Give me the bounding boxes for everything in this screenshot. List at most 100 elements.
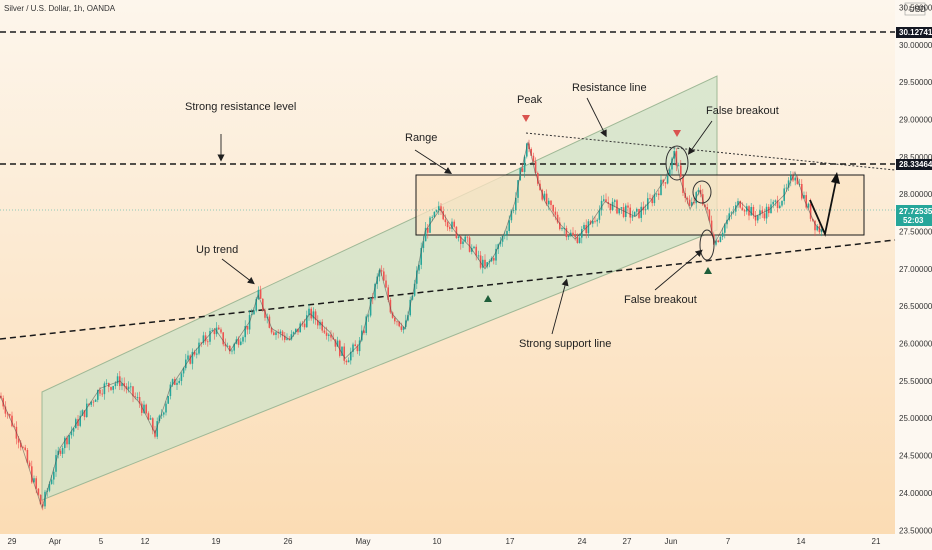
candle-body [662, 179, 664, 183]
x-axis[interactable]: 29 Apr 5 12 19 26 May 10 17 24 27 Jun 7 14 21 [8, 537, 881, 546]
candle-body [365, 316, 367, 333]
candle-body [147, 413, 150, 420]
candle-body [651, 198, 653, 204]
candle-body [345, 360, 348, 363]
candle-body [717, 240, 719, 243]
candle-body [9, 414, 11, 416]
candle-body [141, 403, 143, 413]
x-tick-label: 5 [99, 537, 104, 546]
candle-body [545, 193, 548, 205]
candle-body [323, 330, 326, 333]
candle-body [517, 180, 519, 198]
candle-body [204, 335, 207, 342]
candle-body [794, 177, 796, 181]
current-price-countdown: 52:03 [903, 216, 924, 225]
candle-body [721, 232, 724, 237]
candle-body [123, 383, 125, 387]
candle-body [185, 359, 187, 369]
candle-body [422, 241, 425, 249]
candle-body [398, 321, 400, 327]
annotation-range: Range [405, 132, 437, 144]
candle-body [594, 220, 596, 222]
candle-body [534, 161, 537, 173]
candle-body [369, 297, 372, 316]
y-tick-label: 24.50000 [899, 452, 932, 461]
candle-body [325, 332, 328, 336]
candle-body [776, 200, 779, 209]
candle-body [592, 220, 594, 224]
projection-path [809, 175, 838, 237]
y-tick-label: 25.50000 [899, 377, 932, 386]
candle-body [576, 237, 579, 243]
candle-body [110, 386, 112, 390]
candle-body [468, 237, 471, 252]
candle-body [356, 346, 359, 352]
candle-body [143, 404, 145, 413]
candle-body [537, 172, 539, 184]
y-axis[interactable]: 30.50000 30.00000 29.50000 29.00000 28.50000… [899, 3, 932, 535]
candle-body [4, 406, 7, 414]
candle-body [785, 187, 788, 189]
candle-body [383, 271, 385, 281]
candle-body [297, 328, 299, 333]
currency-box[interactable] [904, 2, 926, 16]
candle-body [493, 258, 495, 261]
candle-body [499, 241, 502, 245]
candle-body [306, 315, 308, 328]
candle-body [132, 386, 134, 397]
candle-body [757, 215, 759, 221]
y-tick-label: 24.00000 [899, 489, 932, 498]
candle-body [754, 215, 757, 221]
candle-body [710, 220, 713, 235]
candle-body [739, 201, 741, 208]
candle-body [39, 494, 42, 505]
support-line [0, 239, 896, 340]
candle-body [541, 189, 543, 200]
x-tick-label: Apr [49, 537, 62, 546]
x-tick-label: 10 [433, 537, 442, 546]
candle-body [165, 403, 167, 413]
candle-body [17, 438, 20, 443]
candle-body [220, 329, 222, 333]
candle-body [112, 386, 114, 390]
candle-body [394, 317, 396, 322]
candle-body [440, 206, 442, 211]
candle-body [726, 219, 728, 225]
candle-body [224, 344, 227, 347]
candle-body [473, 246, 475, 249]
candle-body [149, 418, 152, 420]
level-badge-upper-text: 30.12741 [899, 28, 932, 37]
candle-body [658, 193, 660, 196]
x-tick-label: 27 [623, 537, 632, 546]
candle-body [728, 213, 730, 220]
candle-body [97, 389, 99, 400]
candle-body [475, 246, 477, 256]
level-badge-lower-text: 28.33464 [899, 160, 932, 169]
time-axis-background [0, 534, 895, 550]
candle-body [264, 309, 266, 318]
candle-body [653, 194, 656, 204]
candle-body [559, 222, 561, 230]
candle-body [374, 284, 376, 299]
candle-body [321, 321, 323, 331]
candle-body [31, 466, 33, 483]
y-tick-label: 23.50000 [899, 526, 932, 535]
candle-body [587, 221, 590, 234]
candle-body [81, 410, 84, 416]
candle-body [807, 203, 810, 208]
candle-body [255, 299, 257, 311]
candle-body [596, 219, 598, 222]
y-tick-label: 27.00000 [899, 265, 932, 274]
candle-body [548, 200, 550, 205]
price-axis-background [895, 0, 932, 550]
candle-body [620, 207, 623, 209]
candle-body [552, 205, 554, 212]
candle-body [90, 401, 92, 405]
candle-body [312, 311, 315, 319]
candle-body [554, 211, 557, 215]
candle-body [618, 208, 620, 214]
candle-body [169, 384, 172, 397]
chart-title: Silver / U.S. Dollar, 1h, OANDA [4, 4, 116, 13]
